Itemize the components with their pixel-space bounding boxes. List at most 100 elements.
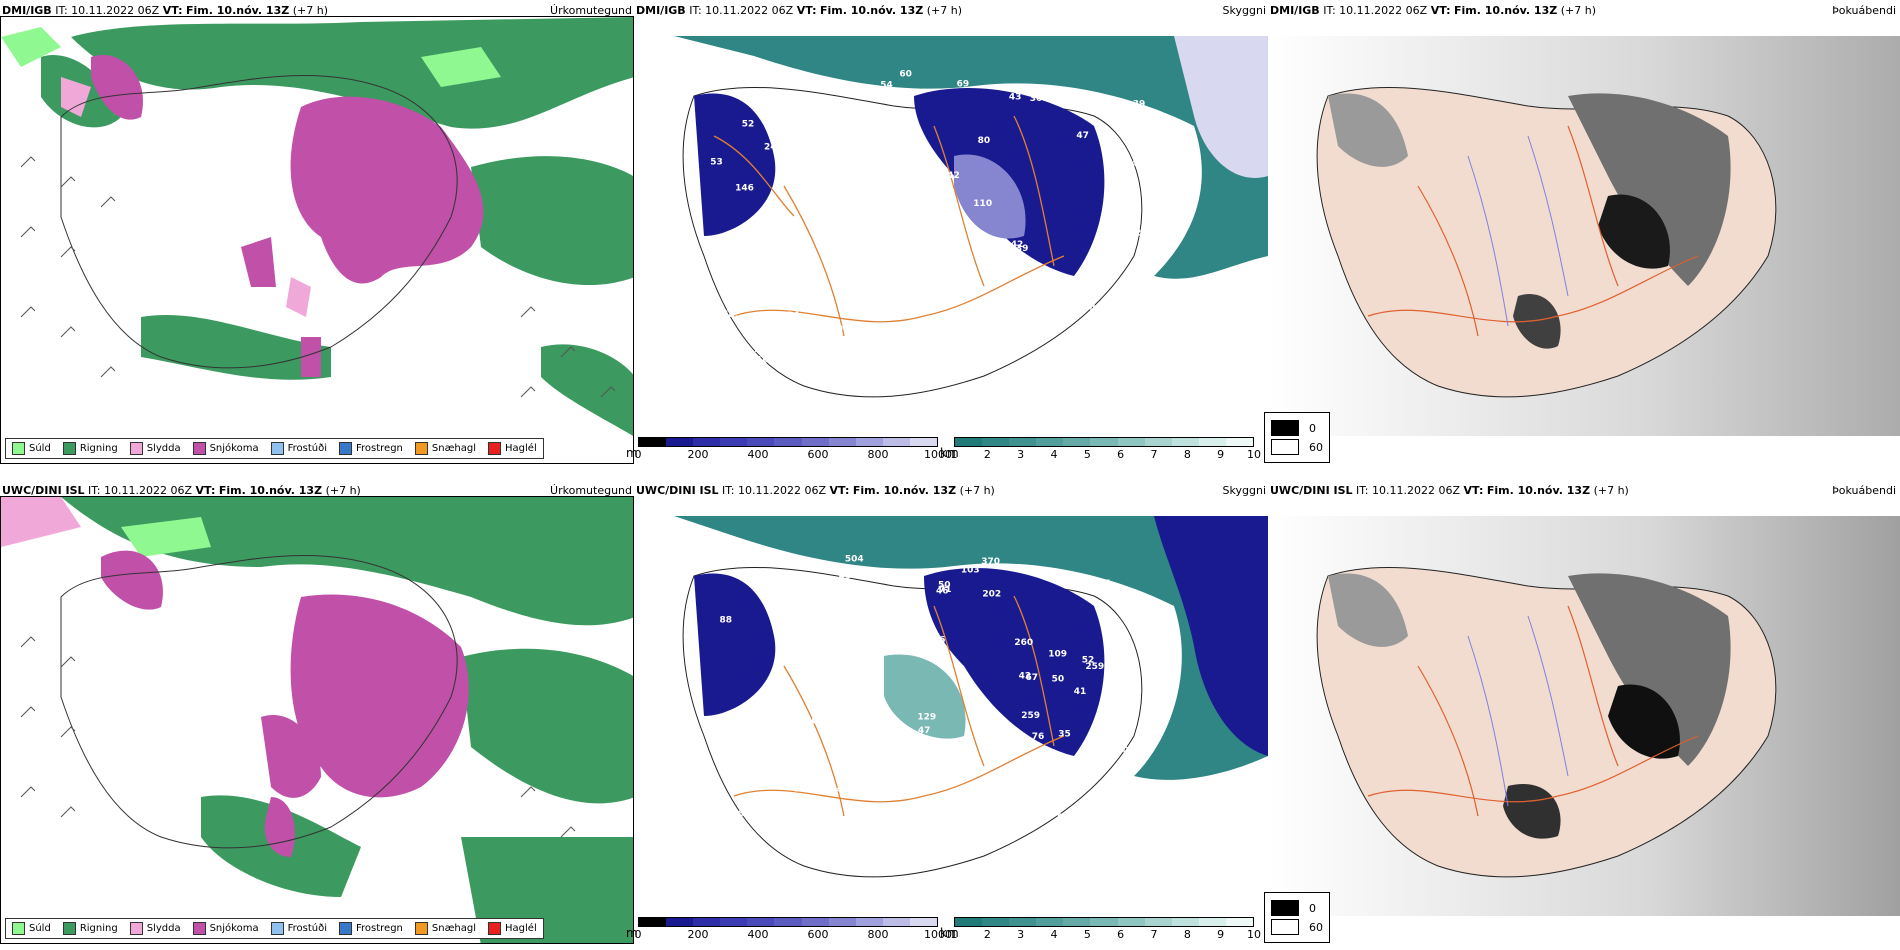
cloudbase-value-label: 89 [1112,787,1125,797]
legend-swatch [270,922,284,935]
cloudbase-value-label: 71 [982,242,995,252]
colorbar-tick-label: 2 [983,448,991,461]
colorbar-segment [855,438,883,446]
cloudbase-value-label: 103 [961,566,980,576]
cloudbase-value-label: 53 [788,580,801,590]
cloudbase-value-label: 102 [799,332,818,342]
colorbar-segment [982,438,1010,446]
colorbar-tick-label: 4 [1050,928,1058,941]
cloudbase-value-label: 235 [1073,774,1092,784]
legend-swatch [488,442,502,455]
legend-swatch [129,922,143,935]
cloudbase-value-label: 34 [830,786,843,796]
legend-item: Haglél [488,442,537,455]
panel-title-precip: Úrkomutegund [550,484,632,497]
cloudbase-value-label: 60 [1116,746,1129,756]
lead-time: (+7 h) [292,4,328,17]
colorbar-tick-label: 800 [867,448,889,461]
cloudbase-value-label: 159 [830,650,849,660]
row2-precip-panel: UWC/DINI ISL IT: 10.11.2022 06Z VT: Fim.… [0,480,634,950]
cloudbase-value-label: 343 [1144,780,1163,790]
cloudbase-value-label: 76 [735,315,748,325]
precip-map-svg [1,497,633,943]
cloudbase-value-label: 294 [754,345,773,355]
visibility-map-svg: 235 87 89 66 56 43 52 34 41 63 67 88 41 53 51 56 57 136 13… [634,516,1268,902]
colorbar-tick-label: 2 [983,928,991,941]
cloudbase-value-label: 56 [770,602,783,612]
cloudbase-value-label: 57 [941,191,954,201]
precip-legend: Súld Rigning Slydda Snjókoma Frostúði Fr… [5,918,544,939]
colorbar-segment [955,918,983,926]
panel-title-fog: Þokuábendi [1832,4,1896,17]
cloudbase-value-label: 45 [889,123,902,133]
cloudbase-value-label: 57 [881,269,894,279]
model-name: DMI/IGB [2,4,52,17]
cloudbase-value-label: 145 [867,214,886,224]
colorbar-tick-label: 1000 [924,448,952,461]
cloudbase-value-label: 81 [1057,813,1070,823]
fog-legend-swatch [1271,900,1299,916]
cloudbase-value-label: 47 [1076,131,1089,141]
cloudbase-value-label: 259 [1021,711,1040,721]
colorbar-segment [828,438,856,446]
cloudbase-value-label: 110 [984,268,1003,278]
panel-header: DMI/IGB IT: 10.11.2022 06Z VT: Fim. 10.n… [2,4,328,17]
cloudbase-value-label: 306 [783,140,802,150]
colorbar-segment [1036,918,1064,926]
panel-title-visibility: Skyggni [1222,484,1266,497]
cloudbase-value-label: 42 [1011,240,1024,250]
cloudbase-value-label: 76 [1032,732,1045,742]
colorbar-tick-label: 1 [950,928,958,941]
cloudbase-value-label: 61 [1002,835,1015,845]
cloudbase-value-label: 332 [783,295,802,305]
cloudbase-value-label: 109 [1048,649,1067,659]
colorbar-tick-label: 9 [1217,448,1225,461]
cloudbase-value-label: 43 [839,572,852,582]
panel-header: DMI/IGB IT: 10.11.2022 06Z VT: Fim. 10.n… [636,4,962,17]
cloudbase-value-label: 41 [1099,579,1112,589]
legend-swatch [12,442,25,455]
colorbar-tick-label: 7 [1150,928,1158,941]
colorbar-tick-label: 10 [1247,448,1261,461]
cloudbase-value-label: 43 [1009,93,1022,103]
cloudbase-value-label: 57 [1060,335,1073,345]
cloudbase-value-label: 82 [793,785,806,795]
cloudbase-value-label: 39 [837,156,850,166]
colorbar-tick-label: 7 [1150,448,1158,461]
cloudbase-value-label: 102 [798,123,817,133]
colorbar-tick-label: 8 [1183,928,1191,941]
cloudbase-value-label: 105 [756,355,775,365]
visibility-map-svg: 1141468614580753951633939344542395254104… [634,36,1268,422]
cloudbase-value-label: 39 [878,122,891,132]
cloudbase-value-label: 73 [1081,826,1094,836]
colorbar-tick-label: 600 [807,928,829,941]
colorbar-segment [1063,438,1091,446]
cloudbase-value-label: 35 [1058,730,1071,740]
legend-item: Súld [12,922,51,935]
panel-header: UWC/DINI ISL IT: 10.11.2022 06Z VT: Fim.… [636,484,995,497]
colorbar-segment [747,438,775,446]
colorbar-segment [666,918,694,926]
model-name: DMI/IGB [636,4,686,17]
legend-swatch [488,922,502,935]
cloudbase-value-label: 48 [1126,274,1139,284]
cloudbase-value-label: 42 [1019,671,1032,681]
fog-legend-swatch [1271,919,1299,935]
colorbar-segment [1009,918,1037,926]
cloudbase-value-label: 87 [1118,638,1131,648]
colorbar-tick-label: 9 [1217,928,1225,941]
cloudbase-value-label: 42 [947,171,960,181]
legend-item: Rigning [62,442,118,455]
fog-legend-swatch [1271,420,1299,436]
panel-title-visibility: Skyggni [1222,4,1266,17]
colorbar-segment [1225,438,1254,446]
cloudbase-value-label: 71 [939,585,952,595]
legend-item: Snæhagl [414,442,476,455]
cloudbase-value-label: 41 [1074,687,1087,697]
legend-item: Snæhagl [414,922,476,935]
cloudbase-value-label: 53 [892,175,905,185]
cloudbase-value-label: 114 [1095,336,1114,346]
cloudbase-value-label: 115 [1053,97,1072,107]
model-name: DMI/IGB [1270,4,1320,17]
cloudbase-value-label: 47 [860,86,873,96]
